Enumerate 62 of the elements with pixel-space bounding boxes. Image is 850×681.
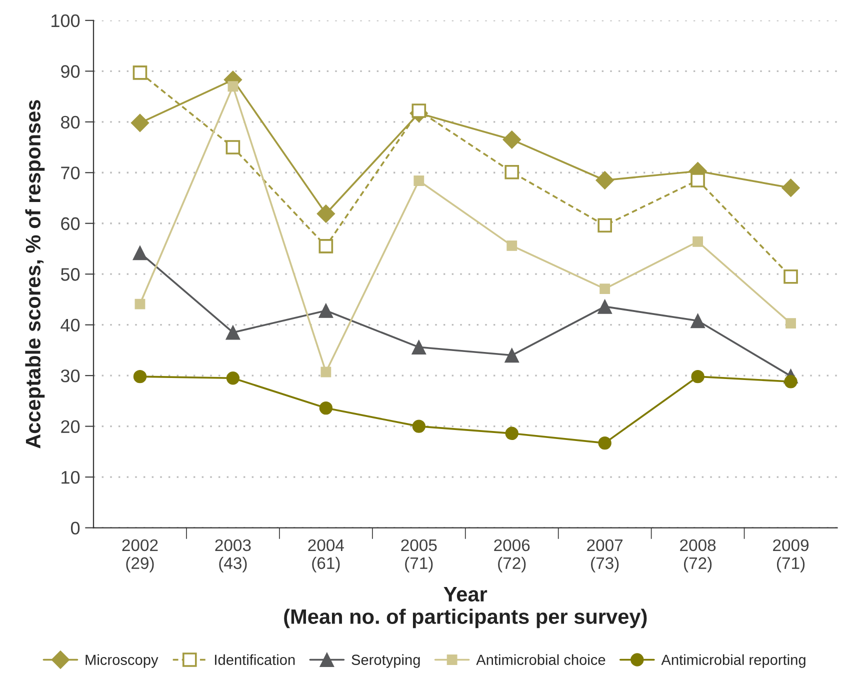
- legend-label: Serotyping: [352, 654, 420, 668]
- point: [226, 140, 240, 154]
- y-tick-label: 40: [60, 318, 80, 332]
- point: [506, 240, 518, 251]
- y-tick-label: 50: [60, 268, 80, 281]
- point: [596, 171, 614, 190]
- point: [319, 401, 333, 415]
- y-tick-label: 90: [61, 65, 80, 78]
- legend-label: Microscopy: [86, 654, 158, 668]
- point: [786, 318, 796, 329]
- point: [133, 370, 147, 384]
- point: [318, 239, 334, 254]
- point: [691, 370, 704, 384]
- y-tick-label: 10: [62, 470, 80, 484]
- x-tick-label: 2009 (71): [773, 539, 809, 572]
- point: [134, 298, 146, 310]
- point: [130, 114, 150, 132]
- point: [132, 66, 148, 80]
- point: [598, 218, 612, 233]
- point: [412, 420, 426, 433]
- x-tick-label: 2003 (43): [215, 539, 251, 572]
- point: [784, 375, 798, 388]
- point: [132, 246, 148, 260]
- point: [692, 236, 704, 247]
- y-tick-label: 80: [61, 116, 80, 129]
- y-tick-label: 60: [61, 217, 80, 230]
- point: [412, 104, 426, 118]
- point: [502, 130, 522, 149]
- point: [690, 313, 706, 328]
- point: [690, 173, 705, 188]
- legend-label: Identification: [215, 654, 295, 665]
- point: [316, 204, 336, 223]
- y-tick-label: 20: [61, 420, 80, 434]
- point: [226, 372, 240, 385]
- x-tick-label: 2005 (71): [401, 539, 437, 572]
- x-tick-label: 2004 (61): [308, 539, 344, 572]
- y-tick-label: 70: [61, 166, 80, 180]
- legend-label: Antimicrobial reporting: [661, 654, 806, 668]
- point: [598, 436, 612, 450]
- x-tick-label: 2008 (72): [680, 539, 716, 572]
- point: [600, 284, 610, 294]
- legend-label: Antimicrobial choice: [476, 654, 606, 665]
- y-tick-label: 0: [70, 522, 80, 534]
- point: [320, 366, 332, 378]
- y-tick-label: 30: [60, 370, 80, 382]
- y-tick-label: 100: [52, 14, 80, 28]
- point: [782, 178, 800, 198]
- point: [784, 269, 798, 284]
- x-tick-label: 2002 (29): [122, 539, 158, 572]
- point: [414, 176, 424, 186]
- point: [318, 303, 334, 318]
- point: [228, 81, 238, 92]
- point: [598, 299, 612, 314]
- x-tick-label: 2007 (73): [587, 539, 623, 572]
- x-tick-label: 2006 (72): [494, 539, 530, 572]
- point: [412, 340, 426, 354]
- point: [504, 164, 520, 180]
- point: [505, 426, 518, 440]
- y-axis-title: Acceptable scores, % of responses: [25, 100, 45, 448]
- point: [226, 325, 240, 340]
- x-axis-title: Year (Mean no. of participants per survey): [284, 587, 647, 628]
- point: [504, 348, 520, 363]
